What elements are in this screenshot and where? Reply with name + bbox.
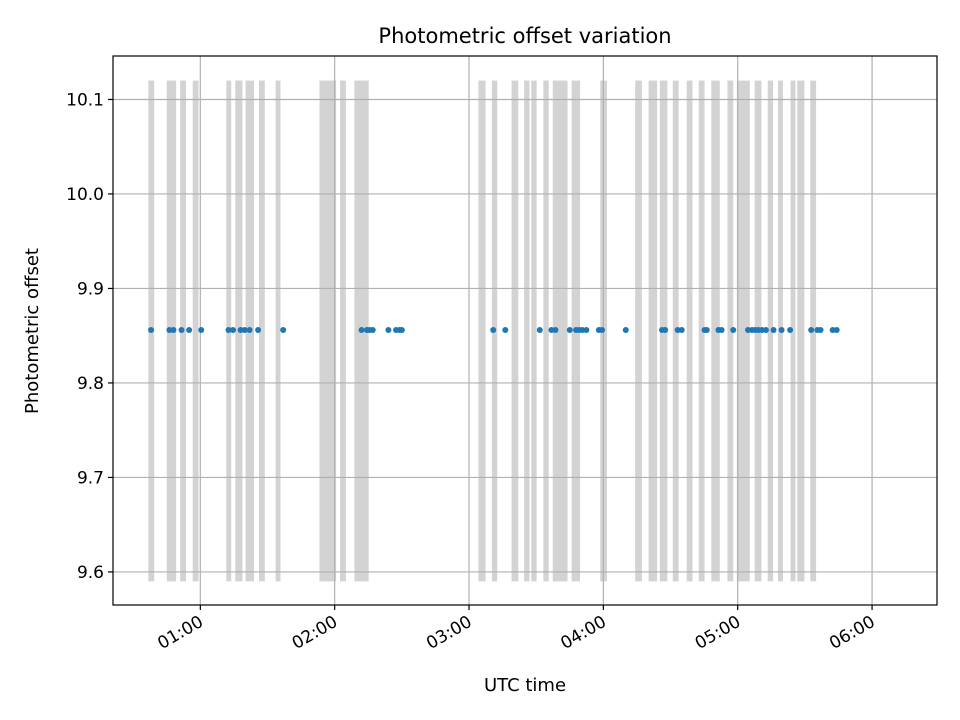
exposure-span bbox=[686, 80, 693, 582]
y-axis-label: Photometric offset bbox=[22, 248, 43, 414]
data-point bbox=[369, 327, 376, 334]
y-tick-label: 9.7 bbox=[77, 468, 104, 488]
data-point bbox=[778, 327, 785, 334]
data-point bbox=[280, 327, 287, 334]
data-point bbox=[703, 327, 710, 334]
data-point bbox=[552, 327, 559, 334]
data-point bbox=[178, 327, 185, 334]
data-point bbox=[186, 327, 193, 334]
exposure-span bbox=[531, 80, 537, 582]
data-point bbox=[622, 327, 629, 334]
exposure-span bbox=[258, 80, 265, 582]
plot-frame bbox=[112, 55, 938, 606]
data-point bbox=[536, 327, 543, 334]
data-point bbox=[490, 327, 497, 334]
exposure-span bbox=[648, 80, 658, 582]
data-point bbox=[662, 327, 669, 334]
data-point bbox=[730, 327, 737, 334]
data-point bbox=[225, 327, 232, 334]
exposure-span bbox=[340, 80, 346, 582]
grid-lines bbox=[113, 56, 937, 605]
data-point bbox=[148, 327, 155, 334]
y-tick-label: 9.9 bbox=[77, 279, 104, 299]
data-point bbox=[833, 327, 840, 334]
y-tick-label: 9.6 bbox=[77, 563, 104, 583]
exposure-span bbox=[727, 80, 734, 582]
exposure-span bbox=[767, 80, 774, 582]
data-point bbox=[718, 327, 725, 334]
data-point bbox=[198, 327, 205, 334]
data-point bbox=[502, 327, 509, 334]
exposure-span bbox=[543, 80, 549, 582]
data-points bbox=[148, 327, 840, 334]
chart-title: Photometric offset variation bbox=[378, 24, 671, 48]
data-point bbox=[599, 327, 606, 334]
y-tick-label: 9.8 bbox=[77, 374, 104, 394]
y-tick-label: 10.0 bbox=[66, 185, 104, 205]
data-point bbox=[787, 327, 794, 334]
exposure-span bbox=[797, 80, 805, 582]
data-point bbox=[255, 327, 262, 334]
exposure-span bbox=[524, 80, 530, 582]
x-axis-label: UTC time bbox=[484, 675, 566, 696]
data-point bbox=[583, 327, 590, 334]
exposure-span bbox=[478, 80, 486, 582]
exposure-span bbox=[790, 80, 796, 582]
data-point bbox=[398, 327, 405, 334]
data-point bbox=[246, 327, 253, 334]
data-point bbox=[241, 327, 248, 334]
data-point bbox=[230, 327, 237, 334]
exposure-span bbox=[275, 80, 281, 582]
exposure-span bbox=[698, 80, 705, 582]
exposure-span bbox=[552, 80, 568, 582]
exposure-span bbox=[635, 80, 642, 582]
data-point bbox=[808, 327, 815, 334]
data-point bbox=[678, 327, 685, 334]
data-point bbox=[817, 327, 824, 334]
exposure-span bbox=[711, 80, 720, 582]
data-point bbox=[358, 327, 365, 334]
data-point bbox=[566, 327, 573, 334]
y-axis-ticks: 9.6 9.7 9.8 9.9 10.0 10.1 bbox=[66, 90, 113, 583]
exposure-span bbox=[736, 80, 750, 582]
exposure-span bbox=[192, 80, 199, 582]
data-point bbox=[385, 327, 392, 334]
data-point bbox=[770, 327, 777, 334]
exposure-span bbox=[511, 80, 519, 582]
data-point bbox=[170, 327, 177, 334]
exposure-span bbox=[319, 80, 337, 582]
data-point bbox=[762, 327, 769, 334]
y-tick-label: 10.1 bbox=[66, 90, 104, 110]
